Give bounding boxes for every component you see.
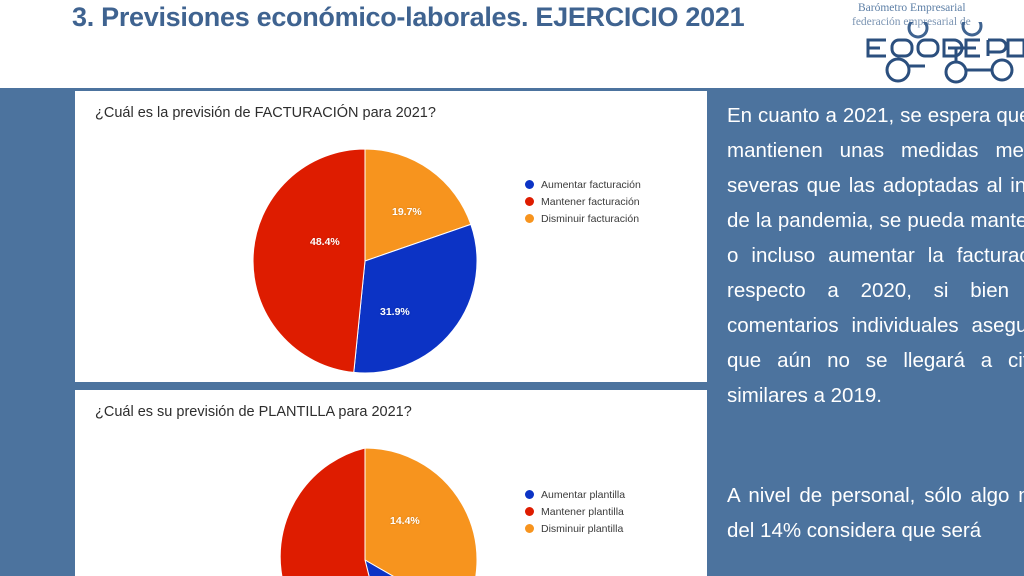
pie-chart-plantilla-svg <box>279 447 478 576</box>
pie-slice-aumentar-plantilla <box>364 558 394 576</box>
pie-chart-facturacion: 48.4% 19.7% 31.9% <box>250 148 480 374</box>
pie-slice-disminuir-plantilla <box>364 447 478 576</box>
legend-dot-blue-icon <box>525 180 534 189</box>
chart-question-plantilla: ¿Cuál es su previsión de PLANTILLA para … <box>95 404 412 420</box>
legend-dot-blue-icon <box>525 490 534 499</box>
pie-label-disminuir-facturacion: 19.7% <box>392 206 422 218</box>
legend-label-disminuir-plantilla: Disminuir plantilla <box>541 522 624 535</box>
legend-dot-orange-icon <box>525 214 534 223</box>
legend-label-disminuir-facturacion: Disminuir facturación <box>541 212 640 225</box>
legend-item-mantener-facturacion[interactable]: Mantener facturación <box>525 193 641 210</box>
legend-dot-red-icon <box>525 197 534 206</box>
pie-label-disminuir-plantilla: 14.4% <box>390 515 420 527</box>
legend-item-mantener-plantilla[interactable]: Mantener plantilla <box>525 503 625 520</box>
pie-label-aumentar-facturacion: 31.9% <box>380 306 410 318</box>
legend-item-aumentar-facturacion[interactable]: Aumentar facturación <box>525 176 641 193</box>
legend-label-mantener-plantilla: Mantener plantilla <box>541 505 624 518</box>
pie-slice-mantener-facturacion <box>252 148 366 373</box>
commentary-paragraph-1: En cuanto a 2021, se espera que, si mant… <box>727 104 1024 407</box>
commentary-panel: En cuanto a 2021, se espera que, si mant… <box>727 90 1024 576</box>
logo-tagline-primary: Barómetro Empresarial <box>858 2 966 14</box>
legend-label-aumentar-facturacion: Aumentar facturación <box>541 178 641 191</box>
pie-label-mantener-facturacion: 48.4% <box>310 236 340 248</box>
legend-item-disminuir-facturacion[interactable]: Disminuir facturación <box>525 210 641 227</box>
legend-item-disminuir-plantilla[interactable]: Disminuir plantilla <box>525 520 625 537</box>
pie-chart-plantilla: 14.4% <box>250 447 480 576</box>
logo: Barómetro Empresarial federación empresa… <box>852 0 1024 88</box>
pie-slice-mantener-plantilla <box>279 447 370 576</box>
chart-legend-facturacion: Aumentar facturación Mantener facturació… <box>525 176 641 227</box>
commentary-paragraph-2: A nivel de personal, sólo algo más del 1… <box>727 484 1024 542</box>
legend-dot-orange-icon <box>525 524 534 533</box>
legend-dot-red-icon <box>525 507 534 516</box>
pie-chart-facturacion-svg <box>252 148 478 374</box>
page-title: 3. Previsiones económico-laborales. EJER… <box>72 2 745 32</box>
chart-card-facturacion: ¿Cuál es la previsión de FACTURACIÓN par… <box>75 91 707 382</box>
slide-header: 3. Previsiones económico-laborales. EJER… <box>0 0 1024 88</box>
chart-card-plantilla: ¿Cuál es su previsión de PLANTILLA para … <box>75 390 707 576</box>
legend-label-mantener-facturacion: Mantener facturación <box>541 195 640 208</box>
legend-label-aumentar-plantilla: Aumentar plantilla <box>541 488 626 501</box>
chart-legend-plantilla: Aumentar plantilla Mantener plantilla Di… <box>525 486 625 537</box>
pie-slice-aumentar-facturacion <box>353 223 478 374</box>
ceoe-cepyme-logo-icon <box>866 22 1024 84</box>
chart-question-facturacion: ¿Cuál es la previsión de FACTURACIÓN par… <box>95 105 436 121</box>
legend-item-aumentar-plantilla[interactable]: Aumentar plantilla <box>525 486 625 503</box>
